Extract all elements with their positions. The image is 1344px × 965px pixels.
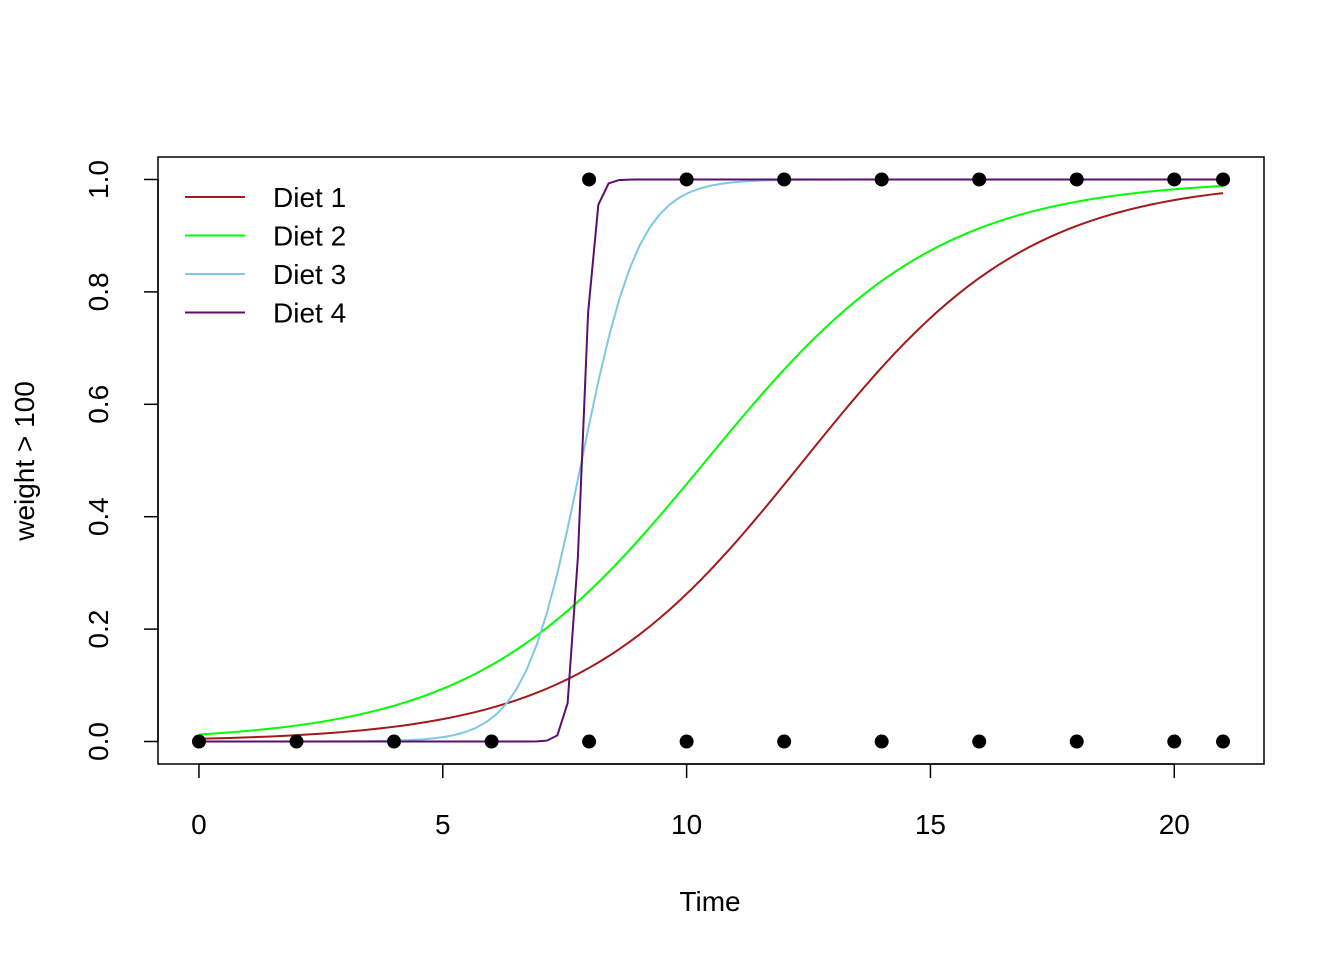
- data-point: [484, 734, 499, 749]
- data-point: [1216, 172, 1231, 187]
- series-line-2: [198, 184, 1224, 736]
- data-point: [679, 734, 694, 749]
- y-tick-label: 0.8: [83, 272, 114, 311]
- x-tick-label: 0: [191, 809, 207, 840]
- series-line-4: [198, 178, 1224, 743]
- y-tick-label: 0.4: [83, 497, 114, 536]
- legend: Diet 1 Diet 2 Diet 3 Diet 4: [185, 182, 346, 329]
- y-axis: 0.0 0.2 0.4 0.6 0.8 1.0: [83, 160, 159, 761]
- data-point: [972, 172, 987, 187]
- x-tick-label: 15: [915, 809, 946, 840]
- legend-label-2: Diet 2: [273, 221, 346, 252]
- series-line-3: [198, 178, 1224, 743]
- y-tick-label: 0.0: [83, 722, 114, 761]
- legend-label-3: Diet 3: [273, 259, 346, 290]
- data-point: [1216, 734, 1231, 749]
- data-point: [972, 734, 987, 749]
- x-tick-label: 10: [671, 809, 702, 840]
- x-tick-label: 20: [1159, 809, 1190, 840]
- data-point: [582, 734, 597, 749]
- data-point: [777, 172, 792, 187]
- data-point: [387, 734, 402, 749]
- data-point: [289, 734, 304, 749]
- data-point: [679, 172, 694, 187]
- data-point: [777, 734, 792, 749]
- series-line-1: [198, 192, 1224, 740]
- data-point: [582, 172, 597, 187]
- points-layer: [191, 172, 1231, 749]
- y-axis-title: weight > 100: [9, 381, 40, 542]
- data-point: [1167, 734, 1182, 749]
- legend-label-4: Diet 4: [273, 298, 346, 329]
- data-point: [1167, 172, 1182, 187]
- y-tick-label: 0.2: [83, 610, 114, 649]
- x-axis: 0 5 10 15 20: [191, 763, 1190, 840]
- y-tick-label: 0.6: [83, 385, 114, 424]
- data-point: [1069, 172, 1084, 187]
- data-point: [874, 172, 889, 187]
- y-tick-label: 1.0: [83, 160, 114, 199]
- data-point: [874, 734, 889, 749]
- x-tick-label: 5: [435, 809, 451, 840]
- data-point: [191, 734, 206, 749]
- data-point: [1069, 734, 1084, 749]
- legend-label-1: Diet 1: [273, 182, 346, 213]
- series-layer: [198, 178, 1224, 743]
- x-axis-title: Time: [679, 886, 740, 917]
